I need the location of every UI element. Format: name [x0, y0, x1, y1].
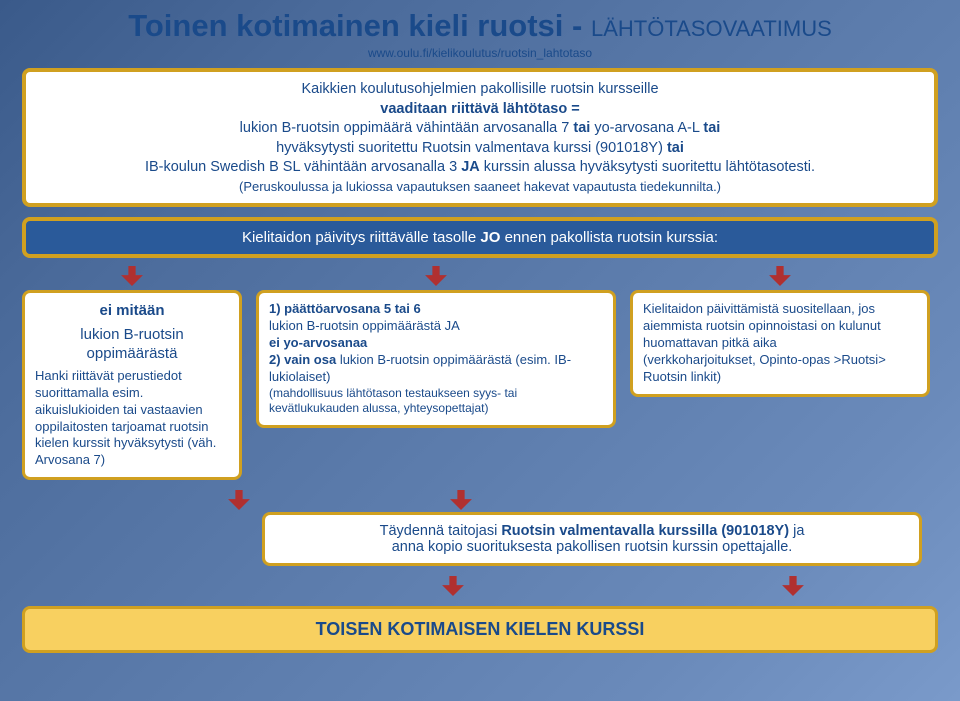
left-hdr1: ei mitään	[35, 301, 229, 321]
title-sub: LÄHTÖTASOVAATIMUS	[591, 16, 832, 41]
right-l2: (verkkoharjoitukset, Opinto-opas >Ruotsi…	[643, 352, 886, 384]
mid-l3: ei yo-arvosanaa	[269, 335, 367, 350]
intro-panel: Kaikkien koulutusohjelmien pakollisille …	[22, 68, 938, 207]
mid-l1: 1) päättöarvosana 5 tai 6	[269, 301, 421, 316]
col-left: ei mitään lukion B-ruotsin oppimäärästä …	[22, 264, 242, 480]
col-mid: 1) päättöarvosana 5 tai 6 lukion B-ruots…	[256, 264, 616, 428]
final-banner: TOISEN KOTIMAISEN KIELEN KURSSI	[22, 606, 938, 653]
left-card: ei mitään lukion B-ruotsin oppimäärästä …	[22, 290, 242, 480]
mid-l5: (mahdollisuus lähtötason testaukseen syy…	[269, 386, 517, 416]
arrow-down-icon	[769, 266, 791, 286]
intro-l3: lukion B-ruotsin oppimäärä vähintään arv…	[240, 120, 574, 136]
col-right: Kielitaidon päivittämistä suositellaan, …	[630, 264, 930, 396]
intro-l5b: JA	[461, 159, 480, 175]
left-body2: aikuislukioiden tai vastaavien oppilaito…	[35, 402, 216, 468]
right-l1: Kielitaidon päivittämistä suositellaan, …	[643, 301, 881, 350]
mid-banner: Kielitaidon päivitys riittävälle tasolle…	[22, 217, 938, 258]
intro-l3b: tai	[573, 120, 590, 136]
intro-l3c: yo-arvosana A-L	[590, 120, 703, 136]
bottom-b: Ruotsin valmentavalla kurssilla (901018Y…	[501, 523, 789, 539]
mid-l4b: lukion B-ruotsin oppimäärästä (esim.	[336, 352, 554, 367]
mid-card: 1) päättöarvosana 5 tai 6 lukion B-ruots…	[256, 290, 616, 428]
source-url: www.oulu.fi/kielikoulutus/ruotsin_lahtot…	[22, 46, 938, 60]
page-title: Toinen kotimainen kieli ruotsi - LÄHTÖTA…	[22, 8, 938, 44]
arrow-down-icon	[228, 490, 250, 510]
left-body1: Hanki riittävät perustiedot suorittamall…	[35, 368, 182, 400]
mid-pre: Kielitaidon päivitys riittävälle tasolle	[242, 229, 480, 246]
mid-post: ennen pakollista ruotsin kurssia:	[500, 229, 718, 246]
arrow-down-icon	[442, 576, 464, 596]
bottom-row: Täydennä taitojasi Ruotsin valmentavalla…	[262, 512, 922, 566]
arrows-to-final	[22, 574, 938, 600]
left-hdr2b: oppimäärästä	[87, 345, 178, 362]
right-card: Kielitaidon päivittämistä suositellaan, …	[630, 290, 930, 396]
mid-l4a: 2) vain osa	[269, 352, 336, 367]
intro-l4b: tai	[667, 140, 684, 156]
intro-l4a: hyväksytysti suoritettu Ruotsin valmenta…	[276, 140, 667, 156]
arrow-down-icon	[782, 576, 804, 596]
intro-l5c: kurssin alussa hyväksytysti suoritettu l…	[480, 159, 815, 175]
arrow-down-icon	[121, 266, 143, 286]
intro-l5: IB-koulun Swedish B SL vähintään arvosan…	[145, 159, 461, 175]
bottom-c: ja	[789, 523, 804, 539]
bridge-arrows	[0, 488, 938, 512]
mid-jo: JO	[480, 229, 500, 246]
bottom-d: anna kopio suorituksesta pakollisen ruot…	[392, 539, 793, 555]
left-hdr2a: lukion B-ruotsin	[80, 326, 183, 343]
title-main: Toinen kotimainen kieli ruotsi -	[128, 8, 591, 43]
columns: ei mitään lukion B-ruotsin oppimäärästä …	[22, 264, 938, 480]
intro-l1: Kaikkien koulutusohjelmien pakollisille …	[301, 81, 658, 97]
intro-note: (Peruskoulussa ja lukiossa vapautuksen s…	[239, 179, 721, 194]
arrow-down-icon	[425, 266, 447, 286]
arrow-down-icon	[450, 490, 472, 510]
bottom-a: Täydennä taitojasi	[380, 523, 502, 539]
intro-l2: vaaditaan riittävä lähtötaso =	[380, 101, 579, 117]
intro-l3d: tai	[703, 120, 720, 136]
mid-l2: lukion B-ruotsin oppimäärästä JA	[269, 318, 460, 333]
